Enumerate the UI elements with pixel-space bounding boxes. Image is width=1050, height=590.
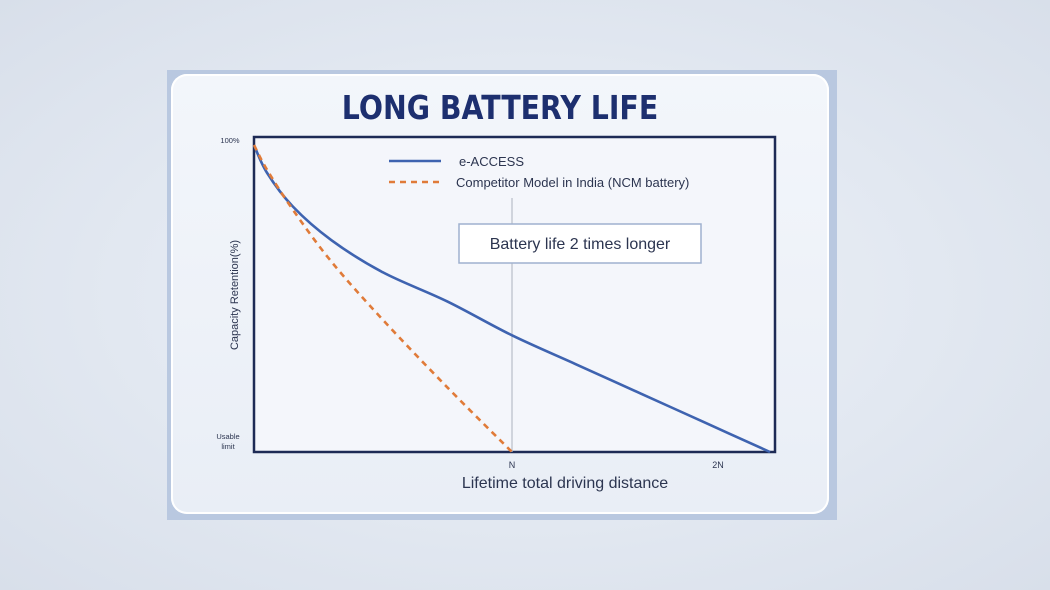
y-axis-label: Capacity Retention(%) — [229, 240, 241, 350]
y-tick-label-usable-limit: Usable limit — [216, 432, 239, 451]
series-line-competitor — [252, 144, 513, 453]
plot-frame — [252, 135, 777, 454]
x-tick-label-2n: 2N — [712, 460, 724, 470]
chart-title: LONG BATTERY LIFE — [341, 88, 659, 127]
annotation-box — [458, 223, 702, 264]
legend-label-e-access: e-ACCESS — [459, 154, 524, 169]
x-axis-label: Lifetime total driving distance — [462, 475, 668, 492]
x-tick-label-n: N — [509, 460, 516, 470]
series-line-e-access — [252, 144, 771, 454]
legend-label-competitor: Competitor Model in India (NCM battery) — [456, 175, 689, 190]
y-tick-label-100: 100% — [220, 136, 240, 145]
annotation-text: Battery life 2 times longer — [490, 236, 671, 253]
